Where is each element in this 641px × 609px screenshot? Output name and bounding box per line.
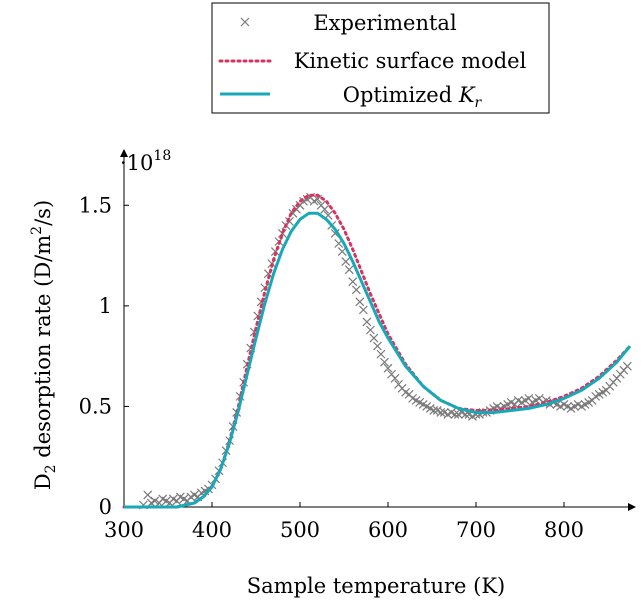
experimental-point xyxy=(622,361,632,371)
legend-label-experimental: Experimental xyxy=(313,11,457,35)
legend-entry-optimized: Optimized Kr xyxy=(220,83,483,111)
y-tick-label: 0.5 xyxy=(79,394,112,418)
legend-label-optimized-sub: r xyxy=(475,95,483,111)
experimental-point xyxy=(150,496,160,506)
experimental-point xyxy=(450,410,460,419)
legend-entry-experimental: Experimental xyxy=(240,11,457,35)
y-ticks: 0 0.5 1 1.5 xyxy=(79,193,129,519)
x-ticks: 300 400 500 600 700 800 xyxy=(104,502,584,542)
experimental-point xyxy=(436,408,446,417)
experimental-point xyxy=(383,363,393,373)
legend-label-optimized: Optimized Kr xyxy=(343,83,483,111)
y-axis-label-middle: desorption rate (D/m xyxy=(31,235,55,465)
y-multiplier-exp: 18 xyxy=(153,148,171,164)
experimental-point xyxy=(348,277,358,287)
legend-entry-kinetic: Kinetic surface model xyxy=(218,49,527,73)
series-kinetic-line xyxy=(122,193,632,509)
experimental-point xyxy=(362,317,372,327)
experimental-point xyxy=(365,325,375,335)
y-tick-label: 0 xyxy=(99,495,112,519)
x-tick-label: 300 xyxy=(104,518,144,542)
experimental-point xyxy=(355,297,365,307)
y-axis-label-prefix: D xyxy=(31,473,55,490)
experimental-point xyxy=(337,247,347,256)
y-tick-label: 1 xyxy=(99,294,112,318)
experimental-point xyxy=(351,285,361,295)
experimental-point xyxy=(143,490,153,500)
y-axis-label-sup: 2 xyxy=(29,226,45,235)
y-axis-arrow xyxy=(120,149,128,157)
x-tick-label: 800 xyxy=(544,518,584,542)
legend-label-kinetic: Kinetic surface model xyxy=(294,49,527,73)
y-axis-label: D2 desorption rate (D/m2/s) xyxy=(29,200,59,490)
experimental-point xyxy=(376,349,386,359)
experimental-point xyxy=(320,204,330,214)
x-tick-label: 400 xyxy=(192,518,232,542)
y-axis-label-sub: 2 xyxy=(43,464,59,473)
experimental-point xyxy=(429,406,439,415)
y-axis-label-suffix: /s) xyxy=(31,200,55,226)
series-experimental xyxy=(138,192,632,510)
x-axis-label: Sample temperature (K) xyxy=(247,574,505,598)
x-tick-label: 700 xyxy=(456,518,496,542)
x-tick-label: 600 xyxy=(368,518,408,542)
experimental-point xyxy=(358,305,368,315)
x-tick-label: 500 xyxy=(280,518,320,542)
legend-x-marker xyxy=(240,17,250,27)
legend-label-optimized-var: K xyxy=(458,83,476,107)
legend: Experimental Kinetic surface model Optim… xyxy=(211,2,550,114)
experimental-point xyxy=(313,194,323,204)
experimental-point xyxy=(341,257,351,267)
y-tick-label: 1.5 xyxy=(79,193,112,217)
y-multiplier: ·1018 xyxy=(120,148,171,175)
axes xyxy=(120,149,636,511)
x-axis-arrow xyxy=(628,503,636,511)
experimental-point xyxy=(373,341,382,351)
legend-label-optimized-main: Optimized xyxy=(343,83,459,107)
series-optimized-line xyxy=(124,211,632,509)
experimental-point xyxy=(344,265,354,275)
experimental-point xyxy=(380,357,389,367)
experimental-point xyxy=(369,333,379,343)
experimental-point xyxy=(390,373,400,383)
legend-marker-experimental xyxy=(240,17,250,27)
